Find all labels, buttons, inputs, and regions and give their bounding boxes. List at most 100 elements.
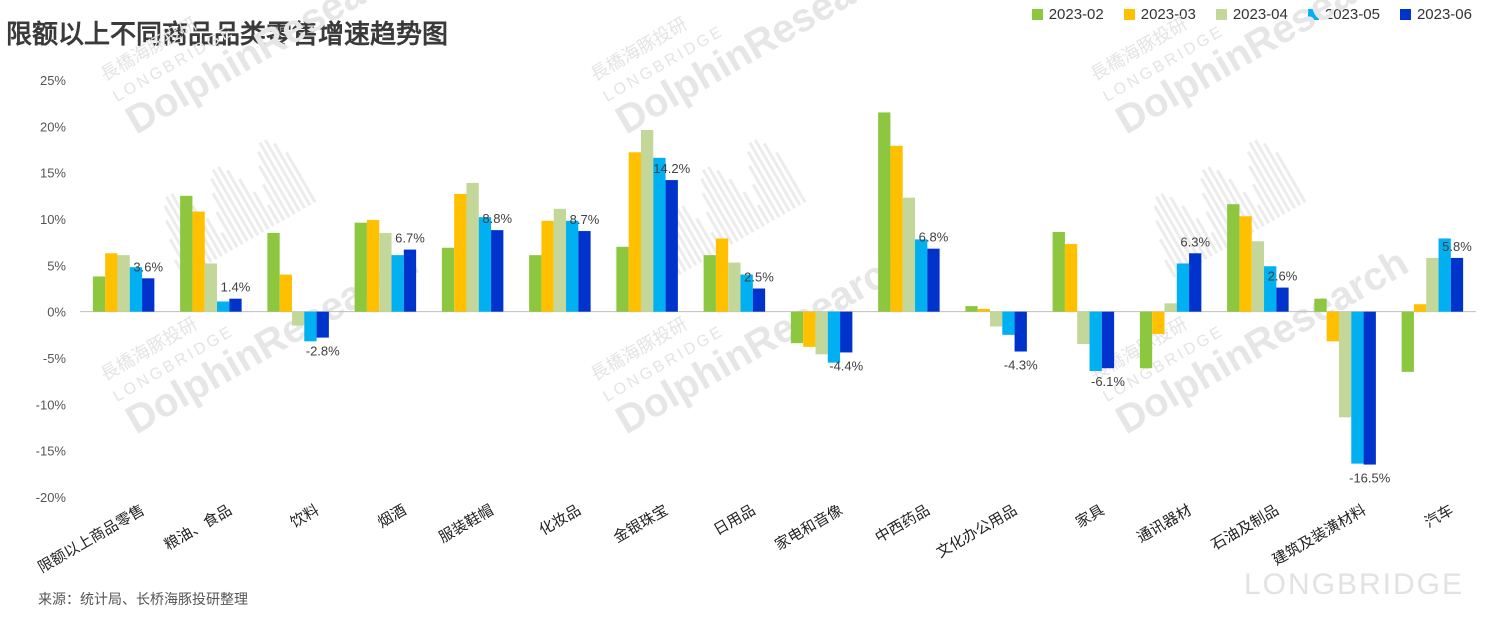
bar-2023-04-8: [815, 311, 828, 355]
legend-item: 2023-06: [1399, 6, 1472, 23]
bar-2023-03-12: [1152, 311, 1165, 334]
chart-title: 限额以上不同商品品类零售增速趋势图: [6, 20, 449, 50]
bar-2023-06-8: [840, 311, 853, 353]
bar-2023-06-11: [1101, 311, 1115, 369]
watermark-stripe: [272, 142, 312, 207]
watermark-stripe: [1155, 196, 1198, 267]
category-label: 金银珠宝: [610, 501, 671, 547]
bar-2023-03-14: [1326, 311, 1339, 342]
bar-2023-06-15: [1450, 257, 1464, 312]
bar-2023-05-0: [129, 267, 143, 312]
bar-2023-02-0: [92, 276, 106, 312]
watermark-stripe: [220, 231, 234, 252]
legend-label: 2023-06: [1416, 6, 1472, 23]
bar-2023-06-9: [927, 248, 940, 312]
watermark-stripe: [1275, 151, 1307, 204]
data-label: 2.5%: [744, 270, 774, 285]
bar-2023-05-3: [391, 255, 404, 312]
bar-2023-04-3: [379, 232, 392, 312]
category-label: 烟酒: [374, 501, 409, 532]
bar-2023-02-1: [180, 195, 193, 312]
watermark-stripe: [1262, 142, 1302, 207]
bar-2023-06-3: [403, 249, 417, 312]
bar-2023-04-1: [204, 263, 218, 312]
bar-2023-06-12: [1189, 253, 1202, 312]
bar-2023-06-0: [142, 278, 155, 312]
bar-2023-04-5: [553, 208, 567, 312]
bar-2023-05-14: [1351, 311, 1364, 464]
bar-2023-02-2: [267, 232, 280, 312]
data-label: 6.8%: [919, 230, 949, 245]
data-label: 6.3%: [1180, 234, 1210, 249]
category-label: 限额以上商品零售: [35, 501, 148, 577]
y-tick-label: -10%: [36, 397, 67, 412]
bar-2023-03-13: [1239, 216, 1252, 312]
bar-2023-06-2: [316, 311, 329, 338]
bar-2023-04-4: [466, 182, 479, 312]
bar-2023-04-7: [728, 262, 741, 312]
legend-label: 2023-03: [1140, 6, 1196, 23]
watermark-stripe: [762, 142, 802, 207]
bar-2023-06-7: [752, 288, 766, 312]
bar-2023-02-5: [529, 255, 542, 312]
watermark-stripe: [1169, 196, 1208, 261]
bar-2023-05-7: [740, 274, 753, 312]
bar-2023-02-11: [1052, 231, 1065, 312]
bar-2023-02-7: [703, 255, 716, 312]
bar-2023-03-5: [541, 220, 554, 312]
watermark-stripe: [701, 192, 734, 246]
watermark-stripe: [210, 177, 249, 243]
watermark-stripe: [1153, 205, 1193, 270]
bar-2023-05-15: [1438, 238, 1451, 312]
watermark-stripe: [751, 183, 776, 222]
y-tick-label: 25%: [40, 73, 66, 88]
bar-2023-04-11: [1077, 311, 1090, 345]
bar-2023-04-13: [1251, 241, 1265, 312]
bar-2023-02-4: [441, 247, 455, 312]
watermark-stripe: [748, 165, 781, 219]
watermark-stripe: [1248, 165, 1281, 219]
watermark-stripe: [716, 169, 755, 234]
legend-swatch: [1031, 9, 1043, 20]
watermark-stripe: [1256, 204, 1271, 225]
bar-2023-03-3: [366, 219, 380, 312]
watermark-stripe: [226, 169, 265, 234]
bar-2023-04-9: [902, 197, 916, 312]
watermark-stripe: [754, 139, 797, 210]
watermark-stripe: [211, 168, 255, 240]
bar-2023-04-0: [117, 255, 130, 312]
category-label: 饮料: [287, 501, 322, 532]
watermark-stripe: [266, 204, 281, 225]
y-tick-label: 10%: [40, 212, 66, 227]
category-label: 通讯器材: [1134, 501, 1195, 547]
bar-2023-06-14: [1363, 311, 1376, 465]
bar-2023-04-15: [1426, 257, 1439, 312]
bar-2023-05-10: [1002, 311, 1015, 335]
legend-item: 2023-02: [1031, 6, 1104, 23]
watermark-stripe: [258, 165, 291, 219]
bar-2023-03-10: [977, 308, 990, 312]
watermark-stripe: [217, 166, 260, 237]
watermark-stripe: [215, 210, 239, 249]
category-label: 建筑及装潢材料: [1269, 501, 1369, 569]
bar-2023-03-11: [1064, 244, 1078, 312]
category-label: 中西药品: [872, 501, 933, 547]
watermark-stripe: [1158, 238, 1182, 276]
watermark-stripe: [695, 217, 719, 255]
bar-2023-02-12: [1139, 311, 1153, 369]
category-label: 文化办公用品: [933, 501, 1020, 562]
watermark-stripe: [707, 166, 750, 237]
watermark-stripe: [258, 141, 301, 213]
category-label: 化妆品: [536, 501, 584, 539]
watermark-stripe: [1201, 192, 1234, 246]
watermark-stripe: [285, 151, 317, 204]
watermark-stripe: [1163, 259, 1177, 279]
legend-swatch: [1215, 9, 1227, 20]
watermark-stripe: [1228, 178, 1260, 231]
watermark-stripe: [1160, 193, 1203, 264]
category-label: 粮油、食品: [161, 501, 235, 554]
y-tick-label: -15%: [36, 444, 67, 459]
watermark-stripe: [252, 191, 275, 228]
y-tick-label: 20%: [40, 119, 66, 134]
bar-2023-05-9: [915, 239, 928, 312]
